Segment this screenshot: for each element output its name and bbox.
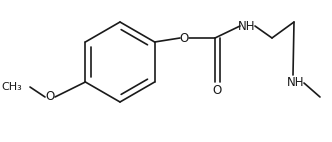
Text: O: O: [45, 90, 55, 104]
Text: NH: NH: [287, 77, 305, 89]
Text: NH: NH: [238, 19, 256, 33]
Text: CH₃: CH₃: [1, 82, 22, 92]
Text: O: O: [179, 32, 189, 44]
Text: O: O: [212, 84, 222, 98]
